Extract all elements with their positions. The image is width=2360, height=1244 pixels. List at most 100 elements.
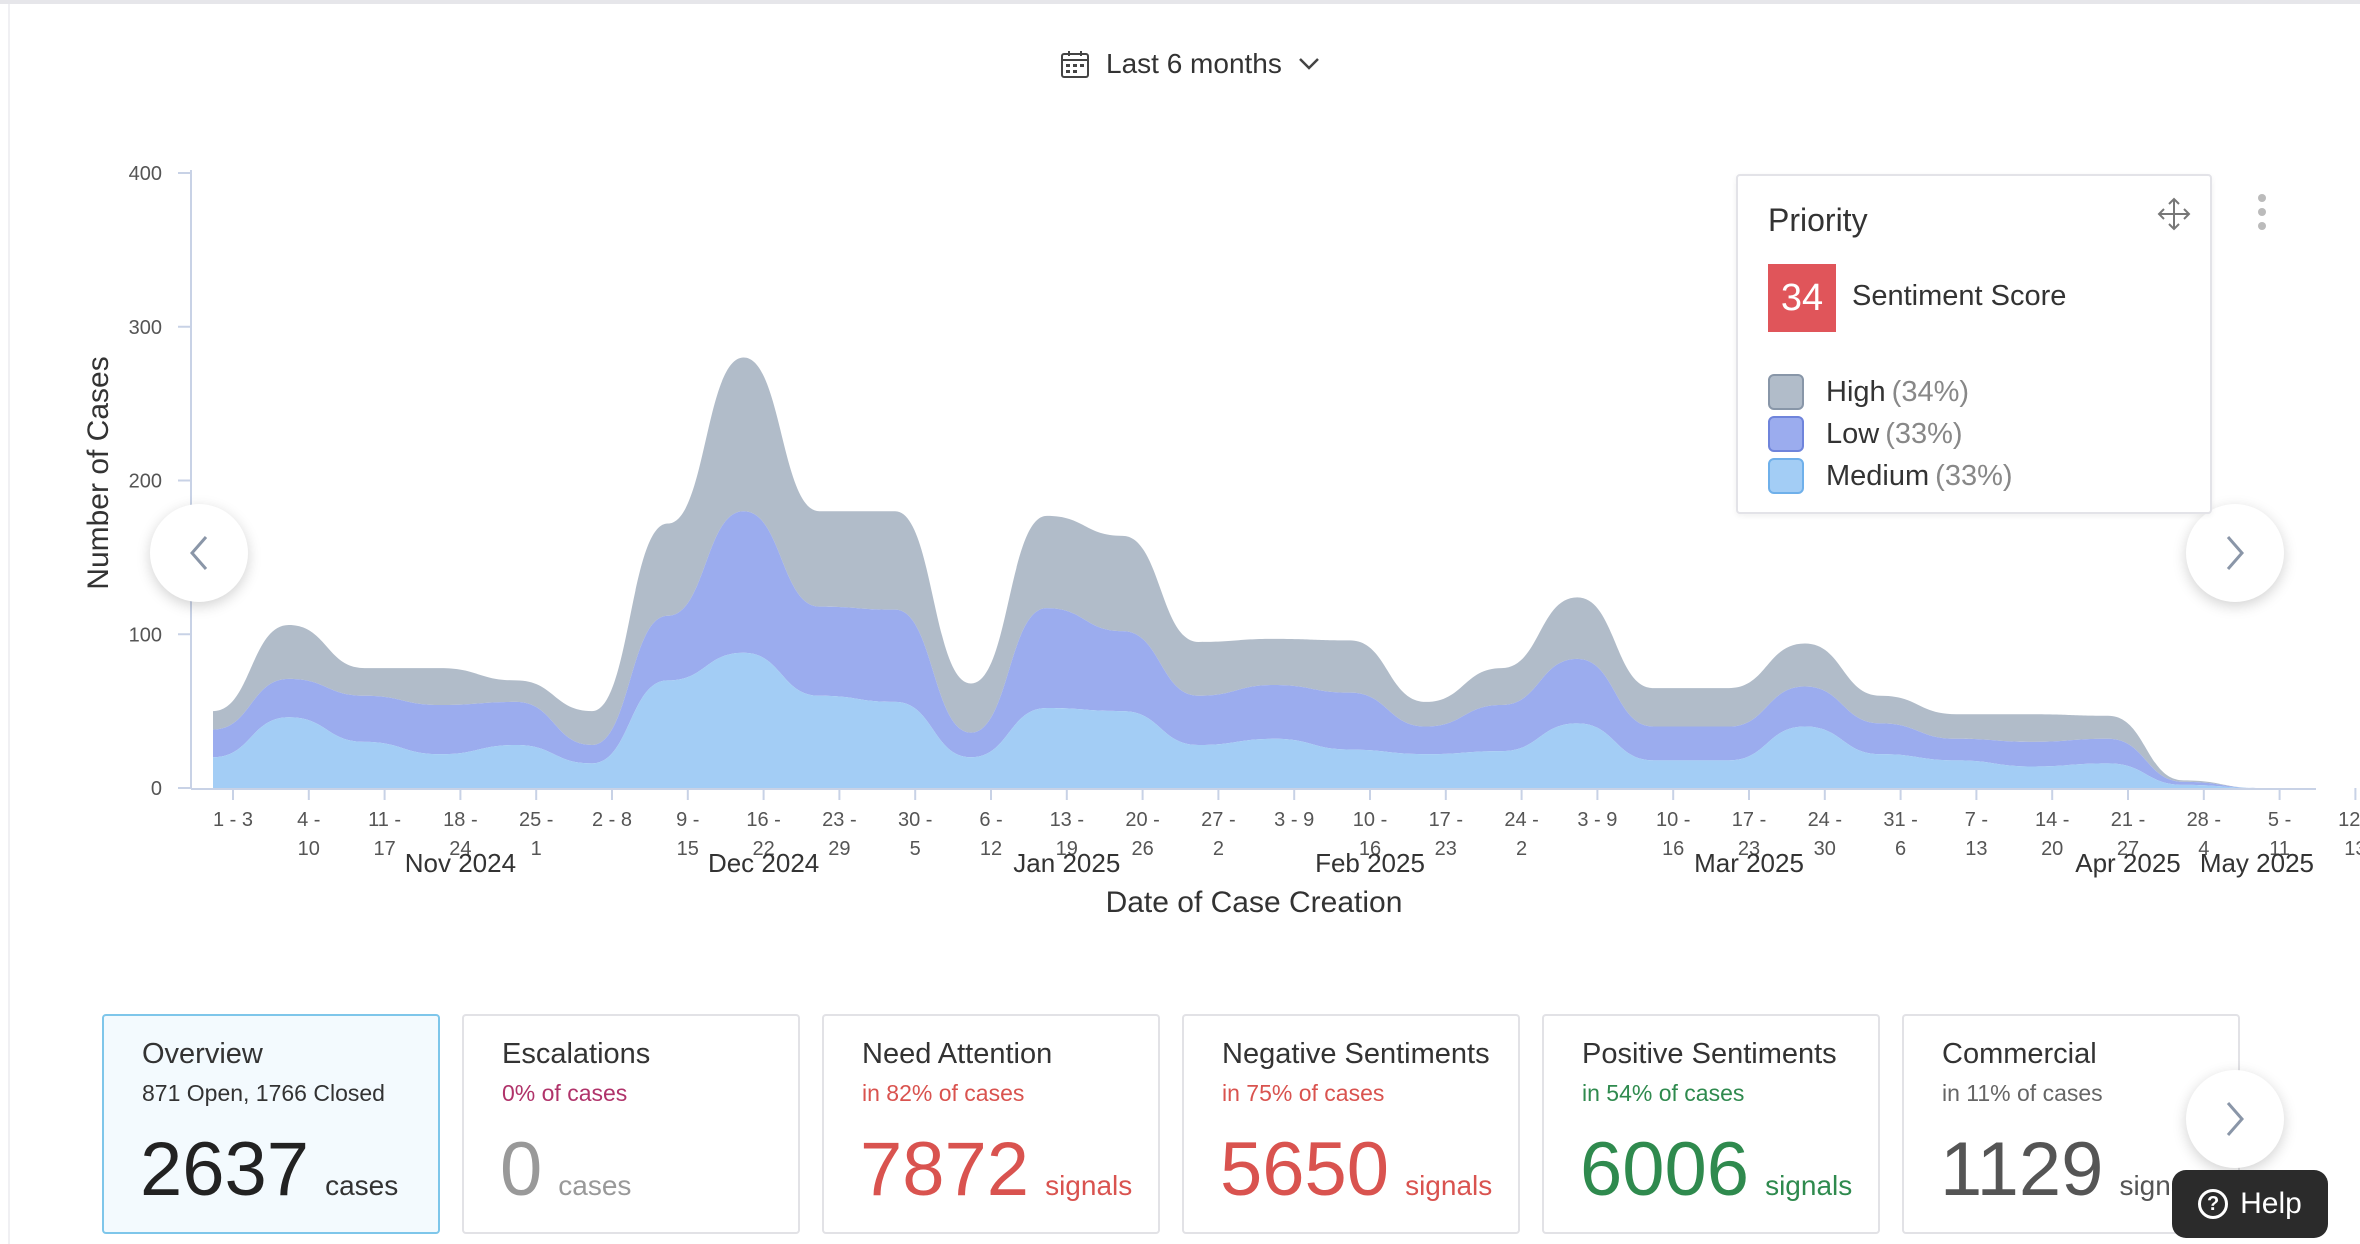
card-escalations[interactable]: Escalations 0% of cases 0 cases bbox=[462, 1014, 800, 1234]
card-subtitle: in 75% of cases bbox=[1222, 1080, 1385, 1106]
card-subtitle: in 82% of cases bbox=[862, 1080, 1025, 1106]
x-tick-label: 28 - bbox=[2187, 809, 2221, 831]
area-series-low bbox=[213, 511, 2336, 788]
card-subtitle: 871 Open, 1766 Closed bbox=[142, 1080, 385, 1106]
card-value: 1129 bbox=[1940, 1127, 2104, 1212]
x-tick-label-line2: 5 bbox=[910, 838, 921, 860]
month-label: Mar 2025 bbox=[1694, 848, 1804, 878]
card-subtitle: in 54% of cases bbox=[1582, 1080, 1745, 1106]
calendar-icon bbox=[1060, 49, 1090, 79]
x-tick-label-line2: 11 bbox=[2269, 838, 2290, 860]
card-need-attention[interactable]: Need Attention in 82% of cases 7872 signa… bbox=[822, 1014, 1160, 1234]
card-title: Need Attention bbox=[862, 1038, 1053, 1070]
x-tick-label: 17 - bbox=[1429, 809, 1463, 831]
card-title: Positive Sentiments bbox=[1582, 1038, 1837, 1070]
month-label: Dec 2024 bbox=[708, 848, 819, 878]
x-tick-label: 3 - 9 bbox=[1274, 809, 1314, 831]
card-unit: signals bbox=[1405, 1170, 1493, 1201]
y-axis-title: Number of Cases bbox=[82, 356, 115, 589]
month-label: Nov 2024 bbox=[405, 848, 516, 878]
x-tick-label: 10 - bbox=[1656, 809, 1690, 831]
legend-swatch-high bbox=[1768, 374, 1804, 410]
question-icon: ? bbox=[2198, 1189, 2229, 1219]
month-label: Feb 2025 bbox=[1315, 848, 1425, 878]
area-series-high bbox=[213, 357, 2336, 788]
x-tick-label-line2: 24 bbox=[449, 838, 471, 860]
card-negative-sentiments[interactable]: Negative Sentiments in 75% of cases 5650… bbox=[1182, 1014, 1520, 1234]
x-tick-label: 24 - bbox=[1504, 809, 1538, 831]
move-icon[interactable] bbox=[2156, 196, 2192, 237]
card-unit: signals bbox=[1765, 1170, 1853, 1201]
x-tick-label-line2: 17 bbox=[373, 838, 395, 860]
legend-label: Medium bbox=[1826, 459, 1930, 492]
x-tick-label-line2: 1 bbox=[531, 838, 542, 860]
x-tick-label-line2: 23 bbox=[1738, 838, 1760, 860]
x-tick-label-line2: 16 bbox=[1359, 838, 1381, 860]
sentiment-score-badge: 34 bbox=[1768, 264, 1836, 332]
legend-item-low[interactable]: Low (33%) bbox=[1768, 416, 1963, 452]
help-button[interactable]: ? Help bbox=[2172, 1170, 2328, 1238]
card-unit: cases bbox=[325, 1170, 399, 1201]
x-tick-label: 5 - bbox=[2268, 809, 2291, 831]
x-tick-label: 21 - bbox=[2111, 809, 2145, 831]
card-title: Escalations bbox=[502, 1038, 651, 1070]
chevron-down-icon bbox=[1298, 57, 1320, 71]
x-tick-label: 2 - 8 bbox=[592, 809, 632, 831]
x-tick-label: 12 - bbox=[2338, 809, 2360, 831]
card-unit: signals bbox=[1045, 1170, 1133, 1201]
legend-title: Priority bbox=[1768, 202, 1868, 238]
legend-pct: (34%) bbox=[1891, 375, 1970, 408]
sentiment-score-label: Sentiment Score bbox=[1852, 280, 2067, 312]
x-tick-label: 17 - bbox=[1732, 809, 1766, 831]
y-tick-label: 300 bbox=[129, 317, 162, 339]
x-tick-label-line2: 6 bbox=[1895, 838, 1906, 860]
x-tick-label: 20 - bbox=[1125, 809, 1159, 831]
x-tick-label: 3 - 9 bbox=[1577, 809, 1617, 831]
x-tick-label-line2: 26 bbox=[1131, 838, 1153, 860]
x-tick-label-line2: 30 bbox=[1814, 838, 1836, 860]
card-value: 2637 bbox=[140, 1127, 310, 1212]
date-range-filter[interactable]: Last 6 months bbox=[1060, 42, 1320, 86]
x-tick-label-line2: 2 bbox=[1213, 838, 1224, 860]
chevron-right-icon bbox=[2226, 536, 2244, 570]
y-tick-label: 100 bbox=[129, 624, 162, 646]
x-tick-label-line2: 13 bbox=[1965, 838, 1987, 860]
chart-prev-button[interactable] bbox=[150, 504, 248, 602]
x-tick-label-line2: 10 bbox=[298, 838, 320, 860]
help-label: Help bbox=[2240, 1187, 2302, 1220]
x-tick-label: 16 - bbox=[746, 809, 780, 831]
x-tick-label: 11 - bbox=[368, 809, 401, 831]
x-tick-label-line2: 13 bbox=[2344, 838, 2360, 860]
y-tick-label: 200 bbox=[129, 471, 162, 493]
chart-options-icon[interactable] bbox=[2258, 194, 2266, 230]
priority-legend: Priority 34 Sentiment Score High (34%) Lo… bbox=[1736, 174, 2212, 514]
x-tick-label-line2: 12 bbox=[980, 838, 1002, 860]
x-tick-label-line2: 4 bbox=[2198, 838, 2209, 860]
x-tick-label-line2: 19 bbox=[1056, 838, 1078, 860]
legend-pct: (33%) bbox=[1935, 459, 2013, 492]
x-tick-label: 9 - bbox=[676, 809, 699, 831]
x-tick-label-line2: 27 bbox=[2117, 838, 2139, 860]
x-tick-label: 13 - bbox=[1050, 809, 1084, 831]
chevron-right-icon bbox=[2226, 1102, 2244, 1136]
legend-label: Low bbox=[1826, 417, 1880, 450]
x-tick-label-line2: 23 bbox=[1435, 838, 1457, 860]
cards-next-button[interactable] bbox=[2186, 1070, 2284, 1168]
chart-next-button[interactable] bbox=[2186, 504, 2284, 602]
legend-item-medium[interactable]: Medium (33%) bbox=[1768, 458, 2013, 494]
card-value: 5650 bbox=[1220, 1127, 1390, 1212]
x-tick-label: 23 - bbox=[822, 809, 856, 831]
x-tick-label-line2: 16 bbox=[1662, 838, 1684, 860]
card-value: 0 bbox=[500, 1127, 543, 1212]
legend-item-high[interactable]: High (34%) bbox=[1768, 374, 1969, 410]
legend-pct: (33%) bbox=[1885, 417, 1963, 450]
x-axis-title: Date of Case Creation bbox=[1106, 886, 1403, 919]
card-positive-sentiments[interactable]: Positive Sentiments in 54% of cases 6006… bbox=[1542, 1014, 1880, 1234]
x-tick-label-line2: 29 bbox=[828, 838, 850, 860]
card-overview[interactable]: Overview 871 Open, 1766 Closed 2637 cases bbox=[102, 1014, 440, 1234]
x-tick-label: 25 - bbox=[519, 809, 553, 831]
card-title: Overview bbox=[142, 1038, 263, 1070]
date-range-label: Last 6 months bbox=[1106, 48, 1282, 79]
x-tick-label-line2: 2 bbox=[1516, 838, 1527, 860]
x-tick-label: 10 - bbox=[1353, 809, 1387, 831]
